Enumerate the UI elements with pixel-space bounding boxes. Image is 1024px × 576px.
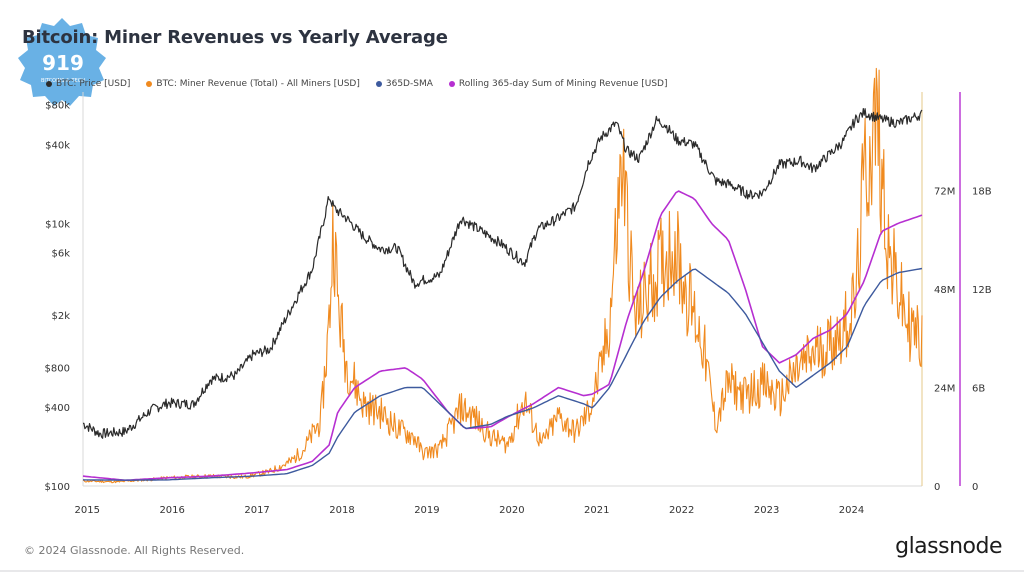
legend-dot-sma: [375, 81, 382, 87]
y-right2-tick-label: 18B: [972, 187, 992, 198]
legend-label-miner-revenue: BTC: Miner Revenue (Total) - All Miners …: [156, 79, 360, 89]
legend-item-miner-revenue[interactable]: BTC: Miner Revenue (Total) - All Miners …: [146, 79, 360, 89]
x-tick-label: 2020: [499, 505, 524, 516]
legend-item-price[interactable]: BTC: Price [USD]: [46, 79, 130, 89]
y-left-tick-label: $10k: [45, 219, 70, 230]
glassnode-brand: glassnode: [895, 534, 1002, 559]
x-tick-label: 2022: [669, 505, 694, 516]
x-tick-label: 2015: [75, 505, 100, 516]
series-sma-line: [82, 267, 923, 481]
919-logo: 919 BITCOINS & TECH: [18, 18, 106, 106]
y-right1-tick-label: 48M: [934, 285, 955, 296]
series-rolling-sum-line: [82, 190, 923, 481]
x-tick-label: 2023: [754, 505, 779, 516]
legend-label-sma: 365D-SMA: [385, 79, 433, 89]
legend-item-sma[interactable]: 365D-SMA: [375, 79, 433, 89]
chart-title: Bitcoin: Miner Revenues vs Yearly Averag…: [22, 27, 448, 48]
legend-dot-miner-revenue: [146, 81, 153, 87]
y-left-tick-label: $800: [45, 363, 70, 374]
legend-item-rolling-sum[interactable]: Rolling 365-day Sum of Mining Revenue [U…: [448, 79, 668, 89]
legend-label-price: BTC: Price [USD]: [56, 79, 131, 89]
y-left-tick-label: $80k: [45, 101, 70, 112]
logo-text: 919: [42, 51, 84, 75]
bottom-divider: [0, 570, 1024, 572]
y-right2-tick-label: 6B: [972, 384, 985, 395]
y-right2-tick-label: 0: [972, 482, 978, 493]
y-right1-tick-label: 24M: [934, 384, 955, 395]
chart-legend: BTC: Price [USD] BTC: Miner Revenue (Tot…: [46, 79, 668, 89]
y-right1-tick-label: 0: [934, 482, 940, 493]
logo-subtext: BITCOINS & TECH: [41, 78, 85, 84]
x-tick-label: 2018: [329, 505, 354, 516]
x-tick-label: 2016: [159, 505, 184, 516]
x-tick-label: 2024: [839, 505, 864, 516]
copyright-text: © 2024 Glassnode. All Rights Reserved.: [24, 544, 245, 557]
y-left-tick-label: $40k: [45, 140, 70, 151]
x-tick-label: 2017: [244, 505, 269, 516]
y-left-tick-label: $2k: [51, 311, 70, 322]
legend-dot-rolling-sum: [448, 81, 455, 87]
y-right2-tick-label: 12B: [972, 285, 992, 296]
y-right1-tick-label: 72M: [934, 187, 955, 198]
y-left-tick-label: $100: [45, 482, 70, 493]
x-tick-label: 2021: [584, 505, 609, 516]
y-left-tick-label: $6k: [51, 248, 70, 259]
legend-label-rolling-sum: Rolling 365-day Sum of Mining Revenue [U…: [458, 79, 668, 89]
legend-dot-price: [46, 81, 52, 87]
series-btc-price-line: [82, 108, 923, 439]
y-left-tick-label: $400: [45, 403, 70, 414]
x-tick-label: 2019: [414, 505, 439, 516]
